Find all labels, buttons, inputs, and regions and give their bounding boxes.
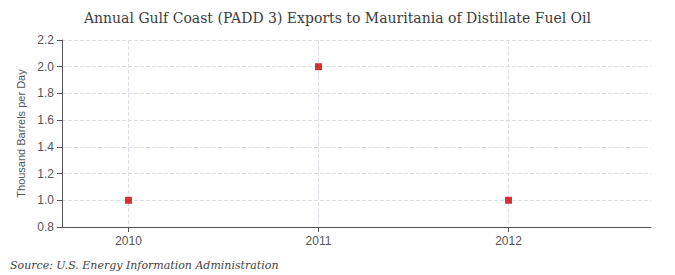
- svg-text:2010: 2010: [115, 234, 142, 248]
- svg-text:Source: U.S. Energy Informatio: Source: U.S. Energy Information Administ…: [10, 259, 278, 272]
- svg-text:2.0: 2.0: [37, 60, 54, 74]
- svg-text:2.2: 2.2: [37, 33, 54, 47]
- svg-text:2011: 2011: [306, 234, 332, 248]
- svg-text:2012: 2012: [495, 234, 522, 248]
- svg-text:1.0: 1.0: [37, 193, 54, 207]
- svg-text:Thousand Barrels per Day: Thousand Barrels per Day: [15, 69, 27, 198]
- svg-text:1.4: 1.4: [37, 140, 54, 154]
- svg-text:1.8: 1.8: [37, 86, 54, 100]
- svg-text:1.6: 1.6: [37, 113, 54, 127]
- svg-text:Annual Gulf Coast (PADD 3) Exp: Annual Gulf Coast (PADD 3) Exports to Ma…: [83, 10, 592, 26]
- svg-text:0.8: 0.8: [37, 220, 54, 234]
- svg-text:1.2: 1.2: [37, 167, 54, 181]
